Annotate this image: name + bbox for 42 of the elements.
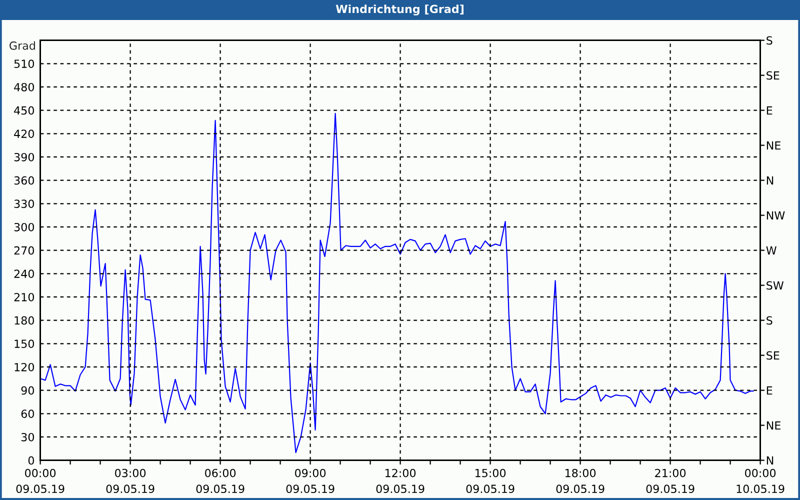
category-label: NE xyxy=(766,421,780,430)
category-label: W xyxy=(766,246,776,255)
category-label: SW xyxy=(766,281,784,290)
y-axis-title: Grad xyxy=(10,41,35,50)
y-tick-label: 210 xyxy=(14,292,34,302)
x-tick-label: 15:00 09.05.19 xyxy=(466,468,514,494)
category-label: SE xyxy=(766,351,780,360)
y-tick-label: 270 xyxy=(14,246,34,255)
category-label: E xyxy=(766,106,772,115)
y-tick-label: 300 xyxy=(14,222,34,232)
category-label: S xyxy=(766,316,772,325)
x-tick-label: 18:00 09.05.19 xyxy=(556,468,604,494)
y-tick-label: 30 xyxy=(21,432,34,442)
x-tick-label: 00:00 09.05.19 xyxy=(16,468,64,494)
y-tick-label: 90 xyxy=(21,386,34,395)
y-tick-label: 0 xyxy=(28,456,34,465)
y-tick-label: 510 xyxy=(14,60,34,68)
category-label: S xyxy=(766,36,772,45)
x-tick-label: 09:00 09.05.19 xyxy=(286,468,334,494)
y-tick-label: 180 xyxy=(14,316,34,325)
y-tick-label: 480 xyxy=(14,82,34,92)
y-tick-label: 60 xyxy=(21,410,34,418)
category-label: SE xyxy=(766,71,780,80)
category-label: N xyxy=(766,176,774,185)
y-tick-label: 420 xyxy=(14,130,34,138)
y-tick-label: 360 xyxy=(14,176,34,185)
category-label: E xyxy=(766,386,772,395)
y-tick-label: 240 xyxy=(14,270,34,278)
x-tick-label: 00:00 10.05.19 xyxy=(736,468,784,494)
y-tick-label: 390 xyxy=(14,152,34,162)
y-tick-label: 120 xyxy=(14,362,34,372)
x-tick-label: 03:00 09.05.19 xyxy=(106,468,154,494)
category-label: NE xyxy=(766,141,780,150)
category-label: NW xyxy=(766,211,785,220)
y-tick-label: 150 xyxy=(14,340,34,348)
x-tick-label: 12:00 09.05.19 xyxy=(376,468,424,494)
y-tick-label: 330 xyxy=(14,200,34,208)
chart-title: Windrichtung [Grad] xyxy=(336,4,464,16)
y-tick-label: 450 xyxy=(14,106,34,115)
x-tick-label: 21:00 09.05.19 xyxy=(646,468,694,494)
category-label: N xyxy=(766,456,774,465)
x-tick-label: 06:00 09.05.19 xyxy=(196,468,244,494)
